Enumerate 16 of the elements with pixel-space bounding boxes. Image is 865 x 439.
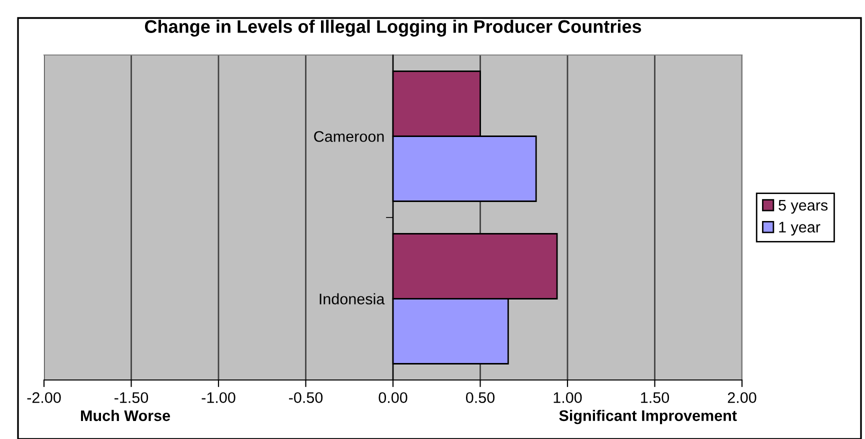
legend-label: 5 years [778, 200, 828, 214]
text: Significant Improvement [559, 410, 737, 424]
y-tick-label: Indonesia [320, 293, 385, 304]
x-tick-label: -1.50 [114, 392, 148, 404]
y-tick-label: Cameroon [314, 131, 384, 142]
x-tick-label: -2.00 [27, 392, 61, 404]
x-tick-label: 1.00 [554, 392, 582, 404]
x-tick-label: 1.50 [641, 392, 670, 404]
x-tick-label: -1.00 [202, 392, 236, 404]
x-tick-label: 0.00 [378, 392, 408, 404]
x-tick-label: 2.00 [728, 392, 756, 404]
chart-title: Change in Levels of Illegal Logging in Producer Countries [144, 20, 642, 37]
text: Much Worse [81, 410, 170, 422]
x-tick-label: 0.50 [466, 392, 495, 404]
legend-label: 1 year [779, 222, 820, 236]
x-tick-label: -0.50 [289, 392, 323, 404]
